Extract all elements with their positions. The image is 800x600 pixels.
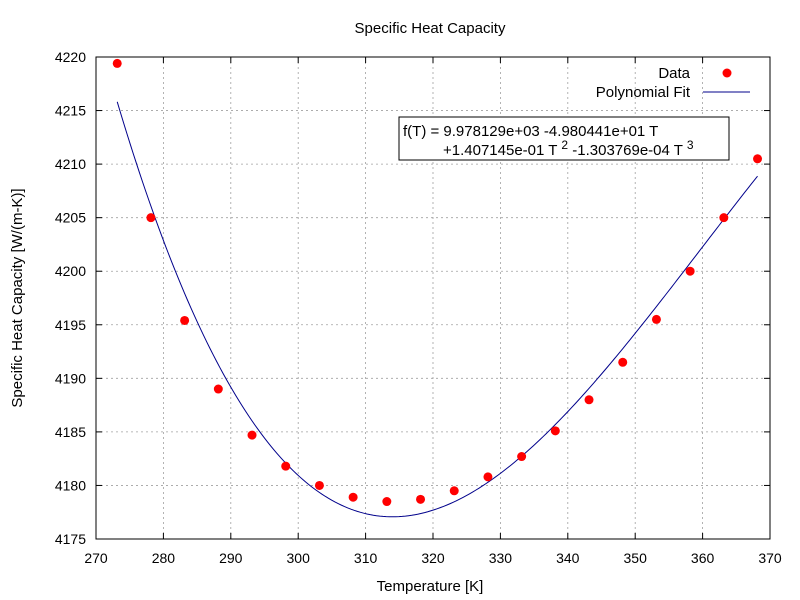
- x-tick-label: 340: [556, 550, 580, 566]
- data-point: [618, 357, 628, 367]
- data-point: [180, 315, 190, 325]
- y-tick-label: 4220: [55, 49, 86, 65]
- x-tick-label: 320: [421, 550, 445, 566]
- data-point: [247, 430, 257, 440]
- data-point: [314, 480, 324, 490]
- data-point: [146, 213, 156, 223]
- y-tick-label: 4215: [55, 103, 86, 119]
- legend-marker-data: [722, 68, 732, 78]
- x-tick-label: 270: [84, 550, 108, 566]
- fit-equation-line2: +1.407145e-01 T 2 -1.303769e-04 T 3: [443, 138, 694, 159]
- legend-label-data: Data: [658, 65, 690, 82]
- x-tick-labels: 270 280 290 300 310 320 330 340 350 360 370: [84, 550, 782, 566]
- y-tick-label: 4200: [55, 263, 86, 279]
- data-point: [719, 213, 729, 223]
- legend-label-fit: Polynomial Fit: [596, 84, 691, 101]
- data-point: [517, 452, 527, 462]
- data-point: [483, 472, 493, 482]
- data-point: [753, 154, 763, 164]
- data-point: [213, 384, 223, 394]
- y-tick-label: 4195: [55, 317, 86, 333]
- data-point: [281, 461, 291, 471]
- x-tick-label: 310: [354, 550, 378, 566]
- fit-equation-line1: f(T) = 9.978129e+03 -4.980441e+01 T: [403, 123, 658, 140]
- fit-equation-line2-prefix: +1.407145e-01 T: [443, 142, 557, 159]
- fit-equation-exponent-3: 3: [687, 138, 694, 152]
- axis-ticks: [95, 56, 771, 540]
- data-point: [416, 494, 426, 504]
- legend: Data Polynomial Fit: [596, 65, 750, 101]
- fit-equation-exponent-2: 2: [561, 138, 568, 152]
- polynomial-fit-line: [116, 101, 758, 518]
- data-point: [584, 395, 594, 405]
- data-point: [651, 314, 661, 324]
- x-tick-label: 300: [287, 550, 311, 566]
- y-axis-label: Specific Heat Capacity [W/(m-K)]: [9, 188, 26, 407]
- y-tick-labels: 4175 4180 4185 4190 4195 4200 4205 4210 4215 4220: [55, 49, 86, 547]
- y-tick-label: 4175: [55, 531, 86, 547]
- x-tick-label: 280: [152, 550, 176, 566]
- chart-title: Specific Heat Capacity: [355, 20, 506, 37]
- x-tick-label: 360: [691, 550, 715, 566]
- fit-equation-box: f(T) = 9.978129e+03 -4.980441e+01 T +1.4…: [398, 116, 730, 161]
- data-point: [382, 497, 392, 507]
- fit-equation-frame: [398, 116, 730, 161]
- data-point: [449, 486, 459, 496]
- data-point: [348, 492, 358, 502]
- x-tick-label: 370: [758, 550, 782, 566]
- y-tick-label: 4190: [55, 370, 86, 386]
- data-point: [685, 266, 695, 276]
- x-axis-label: Temperature [K]: [377, 578, 484, 595]
- x-tick-label: 350: [624, 550, 648, 566]
- y-tick-label: 4185: [55, 424, 86, 440]
- x-tick-label: 290: [219, 550, 243, 566]
- y-tick-label: 4205: [55, 210, 86, 226]
- fit-equation-line2-mid: -1.303769e-04 T: [568, 142, 683, 159]
- data-point: [112, 58, 122, 68]
- y-tick-label: 4210: [55, 156, 86, 172]
- data-point: [550, 426, 560, 436]
- x-tick-label: 330: [489, 550, 513, 566]
- plot-series: [112, 58, 763, 518]
- y-tick-label: 4180: [55, 477, 86, 493]
